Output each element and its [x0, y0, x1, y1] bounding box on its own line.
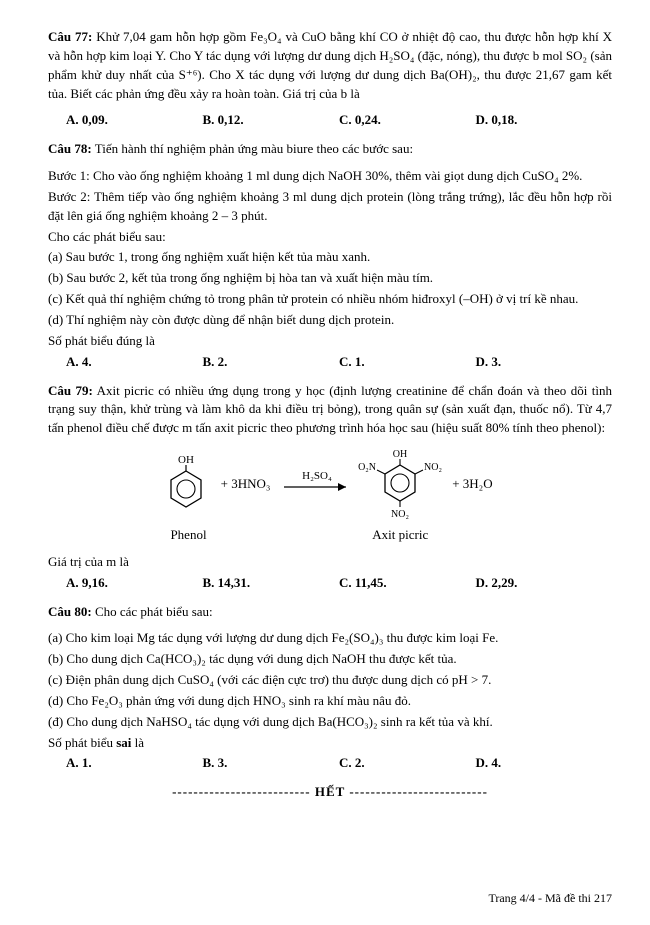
- q80-e: (đ) Cho dung dịch NaHSO₄ tác dụng với du…: [48, 713, 612, 732]
- plus-3h2o: + 3H₂O: [452, 475, 492, 494]
- picric-label: Axit picric: [357, 526, 443, 545]
- q78-opt-d[interactable]: D. 3.: [476, 353, 613, 372]
- q79-opt-b[interactable]: B. 14,31.: [203, 574, 340, 593]
- q78-label: Câu 78:: [48, 141, 92, 156]
- q79-opt-a[interactable]: A. 9,16.: [66, 574, 203, 593]
- question-80: Câu 80: Cho các phát biểu sau:: [48, 603, 612, 622]
- question-78: Câu 78: Tiến hành thí nghiệm phản ứng mà…: [48, 140, 612, 159]
- q80-opt-b[interactable]: B. 3.: [203, 754, 340, 773]
- q78-opt-a[interactable]: A. 4.: [66, 353, 203, 372]
- q79-label: Câu 79:: [48, 383, 93, 398]
- phenol-icon: OH: [161, 453, 211, 515]
- q78-d: (d) Thí nghiệm này còn được dùng để nhận…: [48, 311, 612, 330]
- question-77: Câu 77: Khử 7,04 gam hỗn hợp gồm Fe₃O₄ v…: [48, 28, 612, 103]
- reaction-scheme: OH + 3HNO₃ H₂SO₄ OH NO₂ O₂N NO₂ + 3H₂O: [48, 448, 612, 520]
- svg-text:O₂N: O₂N: [358, 462, 376, 473]
- picric-acid-icon: OH NO₂ O₂N NO₂: [357, 448, 443, 520]
- q77-label: Câu 77:: [48, 29, 92, 44]
- reaction-arrow-icon: H₂SO₄: [280, 467, 354, 501]
- svg-text:NO₂: NO₂: [424, 462, 442, 473]
- q78-options: A. 4. B. 2. C. 1. D. 3.: [66, 353, 612, 372]
- q78-intro: Tiến hành thí nghiệm phản ứng màu biure …: [95, 141, 413, 156]
- q80-options: A. 1. B. 3. C. 2. D. 4.: [66, 754, 612, 773]
- q77-text: Khử 7,04 gam hỗn hợp gồm Fe₃O₄ và CuO bằ…: [48, 29, 612, 101]
- q80-label: Câu 80:: [48, 604, 92, 619]
- q77-options: A. 0,09. B. 0,12. C. 0,24. D. 0,18.: [66, 111, 612, 130]
- q77-opt-a[interactable]: A. 0,09.: [66, 111, 203, 130]
- end-marker: -------------------------- HẾT ---------…: [48, 783, 612, 802]
- q79-opt-c[interactable]: C. 11,45.: [339, 574, 476, 593]
- plus-3hno3: + 3HNO₃: [221, 475, 271, 494]
- q80-opt-c[interactable]: C. 2.: [339, 754, 476, 773]
- q80-opt-d[interactable]: D. 4.: [476, 754, 613, 773]
- q80-opt-a[interactable]: A. 1.: [66, 754, 203, 773]
- reaction-condition: H₂SO₄: [302, 470, 332, 482]
- page-footer: Trang 4/4 - Mã đề thi 217: [488, 890, 612, 907]
- q80-a: (a) Cho kim loại Mg tác dụng với lượng d…: [48, 629, 612, 648]
- q79-ask: Giá trị của m là: [48, 553, 612, 572]
- q80-intro: Cho các phát biểu sau:: [95, 604, 213, 619]
- q80-c: (c) Điện phân dung dịch CuSO₄ (với các đ…: [48, 671, 612, 690]
- svg-text:NO₂: NO₂: [391, 509, 409, 520]
- q77-opt-d[interactable]: D. 0,18.: [476, 111, 613, 130]
- question-79: Câu 79: Axit picric có nhiều ứng dụng tr…: [48, 382, 612, 439]
- q78-b: (b) Sau bước 2, kết tủa trong ống nghiệm…: [48, 269, 612, 288]
- q78-c: (c) Kết quả thí nghiệm chứng tỏ trong ph…: [48, 290, 612, 309]
- q78-step1: Bước 1: Cho vào ống nghiệm khoảng 1 ml d…: [48, 167, 612, 186]
- q78-opt-c[interactable]: C. 1.: [339, 353, 476, 372]
- reaction-labels: Phenol Axit picric: [48, 526, 612, 545]
- svg-text:OH: OH: [178, 454, 194, 466]
- q78-opt-b[interactable]: B. 2.: [203, 353, 340, 372]
- q79-options: A. 9,16. B. 14,31. C. 11,45. D. 2,29.: [66, 574, 612, 593]
- q78-cho: Cho các phát biểu sau:: [48, 228, 612, 247]
- q79-text: Axit picric có nhiều ứng dụng trong y họ…: [48, 383, 612, 436]
- q80-d: (d) Cho Fe₂O₃ phản ứng với dung dịch HNO…: [48, 692, 612, 711]
- q77-opt-b[interactable]: B. 0,12.: [203, 111, 340, 130]
- q78-step2: Bước 2: Thêm tiếp vào ống nghiệm khoảng …: [48, 188, 612, 226]
- phenol-label: Phenol: [164, 526, 214, 545]
- svg-text:OH: OH: [393, 449, 407, 460]
- q79-opt-d[interactable]: D. 2,29.: [476, 574, 613, 593]
- q77-opt-c[interactable]: C. 0,24.: [339, 111, 476, 130]
- q80-ask: Số phát biểu sai là: [48, 734, 612, 753]
- q78-ask: Số phát biểu đúng là: [48, 332, 612, 351]
- q80-b: (b) Cho dung dịch Ca(HCO₃)₂ tác dụng với…: [48, 650, 612, 669]
- q78-a: (a) Sau bước 1, trong ống nghiệm xuất hi…: [48, 248, 612, 267]
